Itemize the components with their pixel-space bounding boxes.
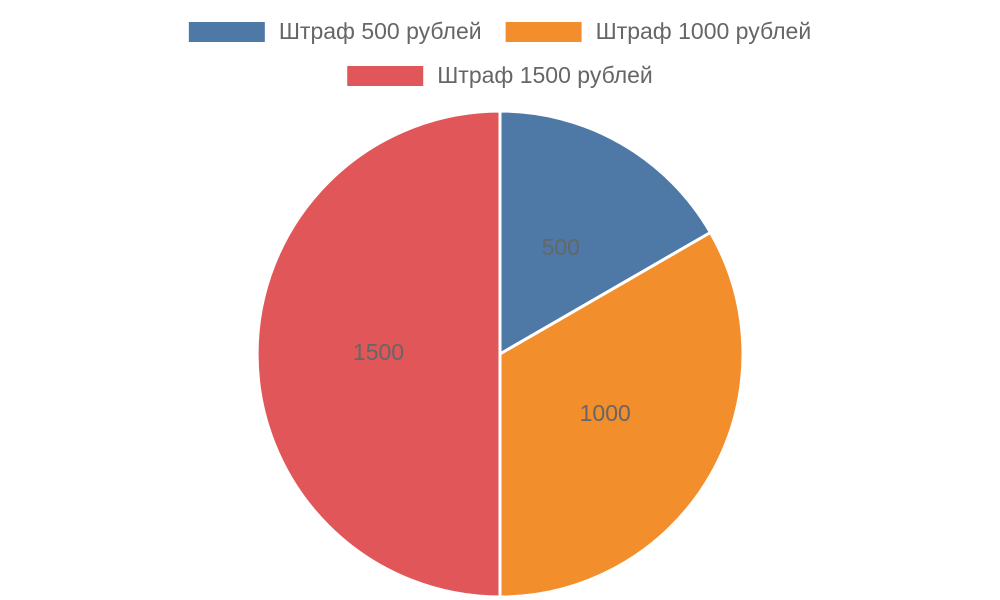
legend-swatch [188, 22, 265, 42]
legend-label: Штраф 500 рублей [279, 18, 482, 44]
legend-swatch [347, 66, 424, 86]
legend-item: Штраф 500 рублей [188, 18, 482, 44]
legend-swatch [505, 22, 582, 42]
pie-slice [498, 230, 745, 599]
data-label: 1000 [580, 400, 631, 426]
pie-slice [498, 109, 713, 357]
legend-item: Штраф 1500 рублей [347, 62, 653, 88]
legend-label: Штраф 1500 рублей [437, 62, 653, 88]
data-label: 500 [542, 234, 580, 260]
pie-slice [255, 109, 502, 599]
legend-item: Штраф 1000 рублей [505, 18, 812, 44]
data-label: 1500 [353, 339, 404, 365]
legend-label: Штраф 1000 рублей [596, 18, 812, 44]
